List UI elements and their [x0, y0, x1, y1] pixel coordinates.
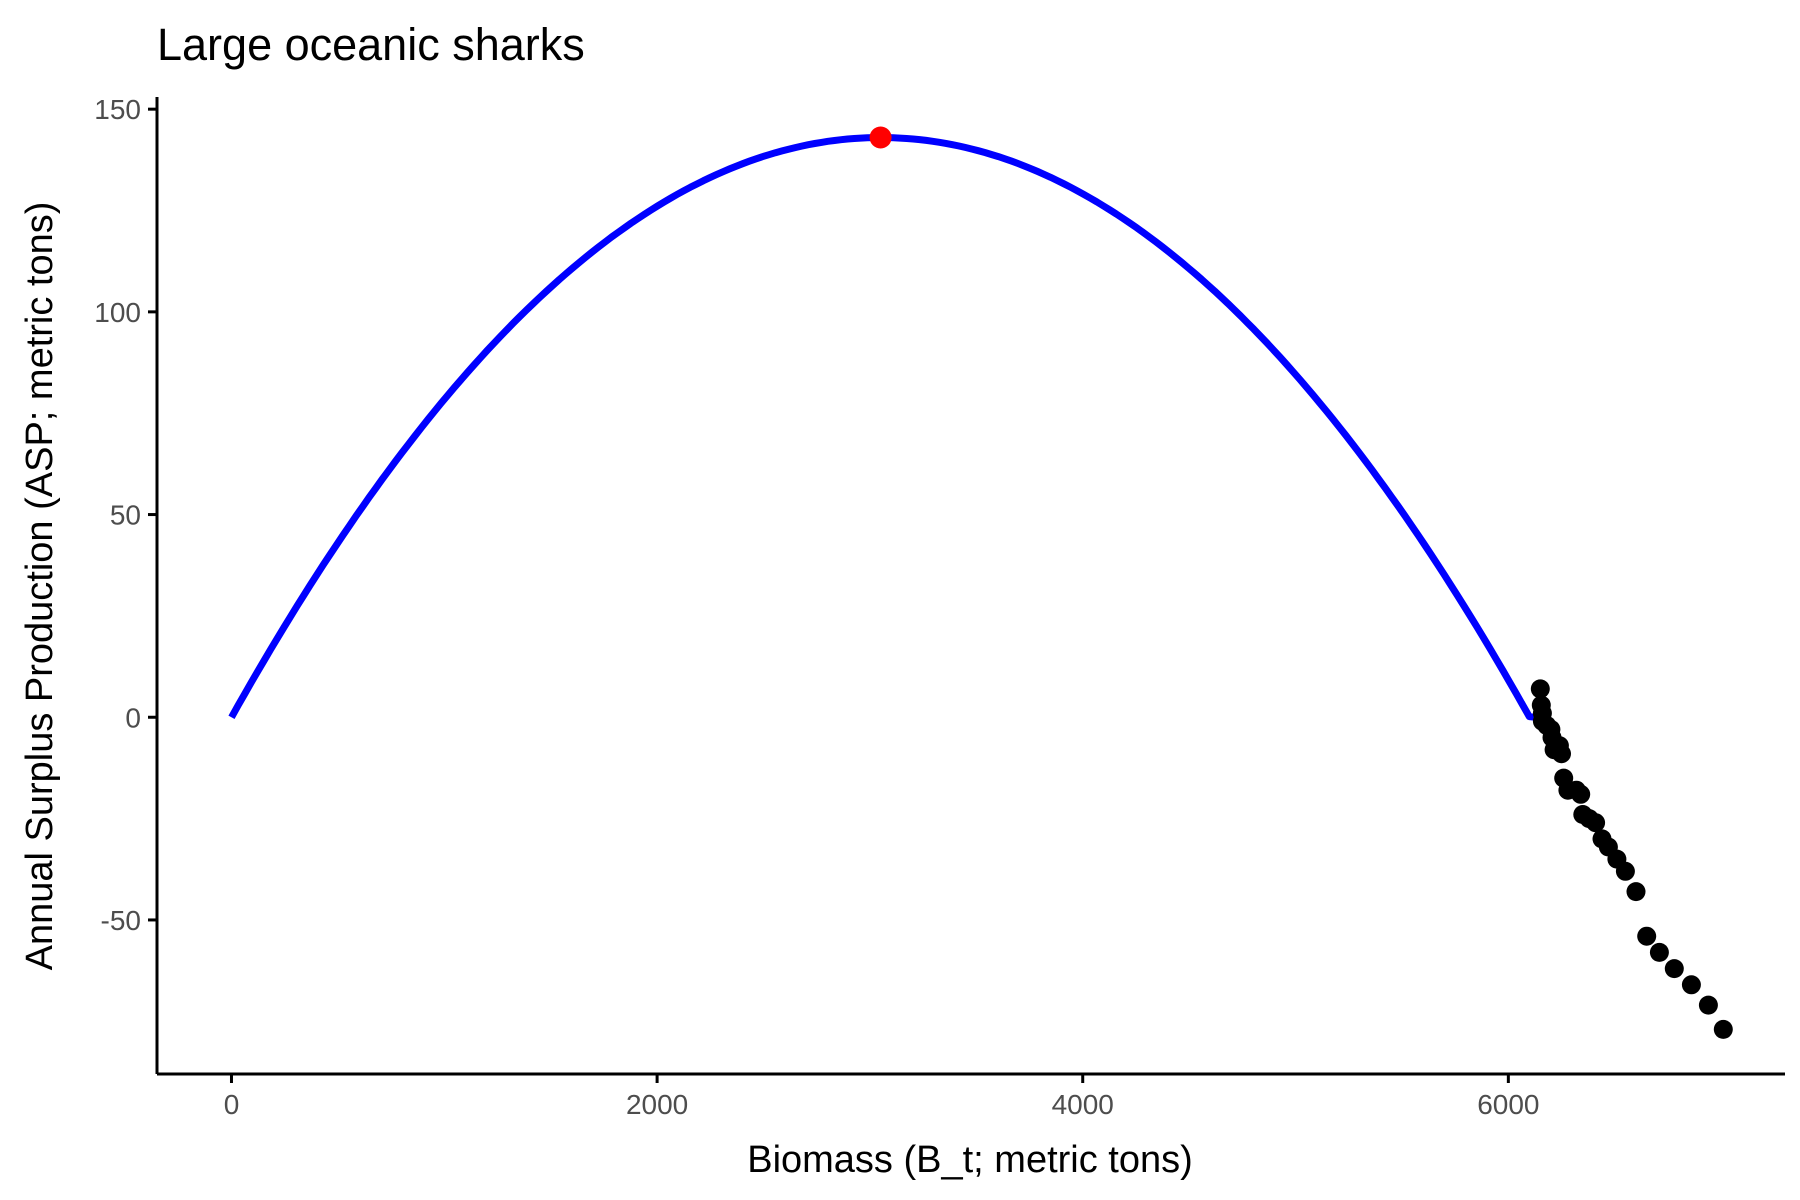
data-point: [1698, 995, 1718, 1015]
x-tick-label: 2000: [626, 1089, 688, 1120]
data-point: [1530, 679, 1550, 699]
data-point: [1571, 784, 1591, 804]
data-point: [1586, 813, 1606, 833]
x-tick-label: 6000: [1477, 1089, 1539, 1120]
production-curve: [228, 134, 1543, 721]
data-point: [1615, 861, 1635, 881]
data-point: [1681, 975, 1701, 995]
data-point: [1664, 959, 1684, 979]
x-tick-label: 4000: [1052, 1089, 1114, 1120]
x-tick-label: 0: [224, 1089, 240, 1120]
msy-point: [869, 126, 892, 149]
y-tick-label: -50: [101, 905, 141, 936]
chart-title: Large oceanic sharks: [157, 19, 585, 70]
y-tick-label: 150: [94, 94, 141, 125]
y-tick-label: 0: [125, 702, 141, 733]
y-axis-title: Annual Surplus Production (ASP; metric t…: [19, 202, 61, 971]
data-point: [1649, 942, 1669, 962]
y-tick-label: 50: [110, 500, 141, 531]
x-axis-title: Biomass (B_t; metric tons): [747, 1139, 1193, 1181]
data-point: [1637, 926, 1657, 946]
x-axis-ticks: 0 2000 4000 6000: [224, 1074, 1539, 1120]
y-axis-ticks: -50 0 50 100 150: [94, 94, 157, 936]
y-tick-label: 100: [94, 297, 141, 328]
data-point: [1626, 882, 1646, 902]
plot-area: [228, 126, 1733, 1039]
data-point: [1713, 1019, 1733, 1039]
data-point: [1552, 744, 1571, 764]
